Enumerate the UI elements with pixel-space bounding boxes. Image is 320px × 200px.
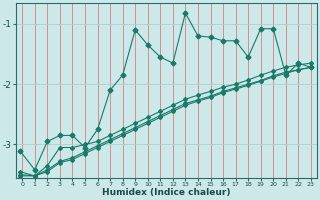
X-axis label: Humidex (Indice chaleur): Humidex (Indice chaleur): [102, 188, 231, 197]
